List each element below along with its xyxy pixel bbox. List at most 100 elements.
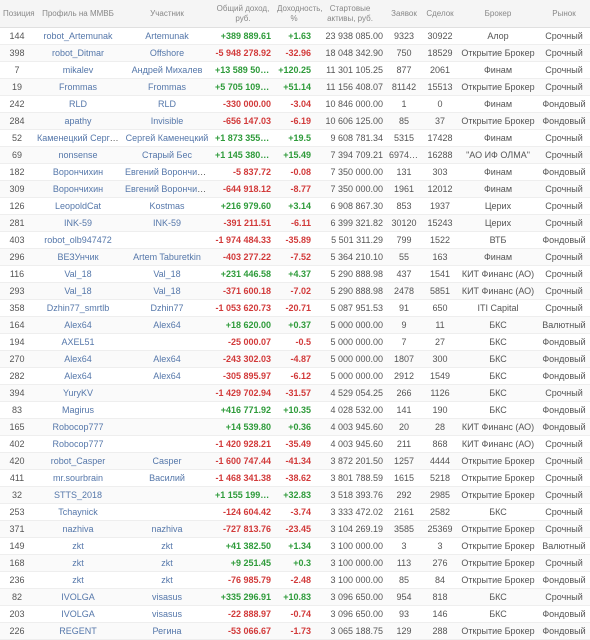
profile-link[interactable]: Magirus [62, 405, 94, 415]
user-link[interactable]: Alex64 [153, 320, 181, 330]
cell-profile[interactable]: Каменецкий Сергей [34, 130, 122, 147]
cell-user[interactable]: Casper [122, 453, 212, 470]
profile-link[interactable]: zkt [72, 558, 84, 568]
cell-profile[interactable]: nonsense [34, 147, 122, 164]
profile-link[interactable]: INK-59 [64, 218, 92, 228]
profile-link[interactable]: Ворончихин [53, 167, 103, 177]
profile-link[interactable]: zkt [72, 575, 84, 585]
profile-link[interactable]: Alex64 [64, 371, 92, 381]
cell-profile[interactable]: Alex64 [34, 317, 122, 334]
cell-profile[interactable]: zkt [34, 555, 122, 572]
cell-profile[interactable]: IVOLGA [34, 589, 122, 606]
profile-link[interactable]: IVOLGA [61, 609, 95, 619]
col-broker[interactable]: Брокер [458, 0, 538, 28]
profile-link[interactable]: Val_18 [64, 286, 91, 296]
user-link[interactable]: Василий [149, 473, 185, 483]
profile-link[interactable]: LeopoldCat [55, 201, 101, 211]
user-link[interactable]: Alex64 [153, 371, 181, 381]
cell-profile[interactable]: ВЕЗУнчик [34, 249, 122, 266]
cell-user[interactable]: Kostmas [122, 198, 212, 215]
cell-profile[interactable]: Alex64 [34, 368, 122, 385]
cell-user[interactable]: Андрей Михалев [122, 62, 212, 79]
cell-profile[interactable]: Alex64 [34, 351, 122, 368]
cell-profile[interactable]: STTS_2018 [34, 487, 122, 504]
cell-user[interactable]: Val_18 [122, 266, 212, 283]
col-profile[interactable]: Профиль на ММВБ [34, 0, 122, 28]
cell-user[interactable] [122, 334, 212, 351]
profile-link[interactable]: robot_Artemunak [43, 31, 112, 41]
cell-profile[interactable]: Tchaynick [34, 504, 122, 521]
user-link[interactable]: Artemunak [145, 31, 189, 41]
cell-user[interactable]: visasus [122, 606, 212, 623]
user-link[interactable]: Сергей Каменецкий [126, 133, 209, 143]
profile-link[interactable]: mr.sourbrain [53, 473, 103, 483]
col-user[interactable]: Участник [122, 0, 212, 28]
cell-profile[interactable]: mr.sourbrain [34, 470, 122, 487]
cell-user[interactable]: visasus [122, 589, 212, 606]
profile-link[interactable]: Ворончихин [53, 184, 103, 194]
user-link[interactable]: Val_18 [153, 286, 180, 296]
col-income[interactable]: Общий доход, руб. [212, 0, 274, 28]
profile-link[interactable]: zkt [72, 541, 84, 551]
cell-profile[interactable]: Robocop777 [34, 436, 122, 453]
cell-user[interactable]: Alex64 [122, 317, 212, 334]
cell-profile[interactable]: Dzhin77_smrtlb [34, 300, 122, 317]
cell-user[interactable]: Alex64 [122, 351, 212, 368]
cell-user[interactable] [122, 487, 212, 504]
cell-profile[interactable]: robot_Ditmar [34, 45, 122, 62]
profile-link[interactable]: mikalev [63, 65, 94, 75]
cell-user[interactable]: Alex64 [122, 368, 212, 385]
profile-link[interactable]: Robocop777 [52, 422, 103, 432]
cell-user[interactable]: Dzhin77 [122, 300, 212, 317]
col-req[interactable]: Заявок [386, 0, 422, 28]
cell-profile[interactable]: Val_18 [34, 283, 122, 300]
cell-user[interactable]: zkt [122, 538, 212, 555]
cell-user[interactable] [122, 232, 212, 249]
profile-link[interactable]: IVOLGA [61, 592, 95, 602]
profile-link[interactable]: RLD [69, 99, 87, 109]
cell-profile[interactable]: Ворончихин [34, 181, 122, 198]
user-link[interactable]: Offshore [150, 48, 184, 58]
user-link[interactable]: Invisible [151, 116, 184, 126]
profile-link[interactable]: Tchaynick [58, 507, 98, 517]
cell-profile[interactable]: mikalev [34, 62, 122, 79]
cell-profile[interactable]: robot_Artemunak [34, 28, 122, 45]
user-link[interactable]: visasus [152, 592, 182, 602]
user-link[interactable]: zkt [161, 575, 173, 585]
user-link[interactable]: Евгений Ворончихин [125, 167, 212, 177]
profile-link[interactable]: Каменецкий Сергей [37, 133, 120, 143]
user-link[interactable]: Frommas [148, 82, 186, 92]
user-link[interactable]: Dzhin77 [150, 303, 183, 313]
cell-user[interactable] [122, 385, 212, 402]
col-market[interactable]: Рынок [538, 0, 590, 28]
cell-profile[interactable]: robot_Casper [34, 453, 122, 470]
cell-profile[interactable]: Magirus [34, 402, 122, 419]
cell-user[interactable]: Frommas [122, 79, 212, 96]
cell-user[interactable] [122, 504, 212, 521]
user-link[interactable]: visasus [152, 609, 182, 619]
cell-user[interactable]: Offshore [122, 45, 212, 62]
profile-link[interactable]: Frommas [59, 82, 97, 92]
cell-user[interactable] [122, 402, 212, 419]
profile-link[interactable]: apathy [64, 116, 91, 126]
profile-link[interactable]: STTS_2018 [54, 490, 102, 500]
user-link[interactable]: RLD [158, 99, 176, 109]
profile-link[interactable]: Val_18 [64, 269, 91, 279]
col-start[interactable]: Стартовые активы, руб. [314, 0, 386, 28]
cell-user[interactable] [122, 436, 212, 453]
user-link[interactable]: Kostmas [149, 201, 184, 211]
cell-user[interactable]: Евгений Ворончихин [122, 164, 212, 181]
user-link[interactable]: Artem Taburetkin [133, 252, 201, 262]
profile-link[interactable]: nazhiva [62, 524, 93, 534]
cell-user[interactable]: RLD [122, 96, 212, 113]
user-link[interactable]: INK-59 [153, 218, 181, 228]
cell-profile[interactable]: AXEL51 [34, 334, 122, 351]
profile-link[interactable]: Alex64 [64, 320, 92, 330]
profile-link[interactable]: Dzhin77_smrtlb [47, 303, 110, 313]
user-link[interactable]: Андрей Михалев [132, 65, 203, 75]
profile-link[interactable]: robot_Casper [51, 456, 106, 466]
user-link[interactable]: Casper [152, 456, 181, 466]
cell-profile[interactable]: Val_18 [34, 266, 122, 283]
cell-user[interactable]: Artem Taburetkin [122, 249, 212, 266]
profile-link[interactable]: Robocop777 [52, 439, 103, 449]
